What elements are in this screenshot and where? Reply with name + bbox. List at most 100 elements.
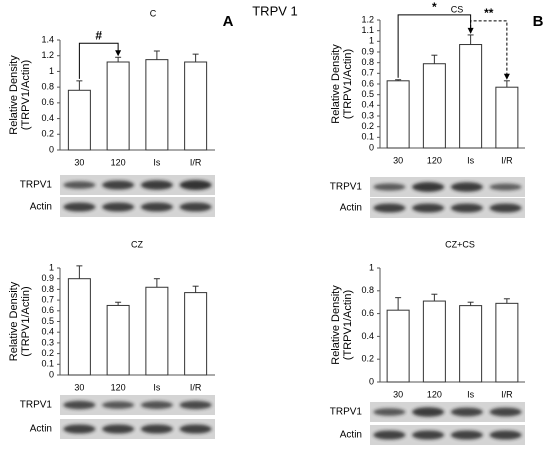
y-tick-label: 0.4 [41, 327, 54, 337]
y-tick-label: 1.1 [361, 25, 374, 35]
figure-title: TRPV 1 [252, 3, 298, 18]
blot-band [179, 202, 212, 212]
bar [184, 61, 208, 151]
y-tick-label: 0 [49, 144, 54, 154]
error-bar [192, 53, 199, 62]
y-tick-label: 0.3 [361, 110, 374, 120]
blot-label: TRPV1 [20, 400, 53, 411]
y-tick-label: 0.7 [41, 294, 54, 304]
blot-band [102, 180, 135, 190]
error-bar [192, 285, 199, 293]
blot-band [102, 401, 135, 409]
bar [422, 300, 446, 383]
blot-band [179, 424, 212, 434]
y-tick-label: 0.2 [41, 348, 54, 358]
x-tick-label: 30 [393, 389, 403, 399]
x-tick-label: Is [467, 155, 475, 165]
y-tick-label: 1 [49, 262, 54, 272]
significance-label: * [432, 0, 437, 14]
y-tick-label: 0.6 [361, 308, 374, 318]
bar [495, 302, 519, 383]
blot-band [412, 203, 445, 213]
error-bar [503, 298, 510, 304]
arrow-head [503, 73, 510, 80]
y-tick-label: 0.6 [41, 305, 54, 315]
x-tick-label: 30 [393, 155, 403, 165]
bar [459, 44, 483, 149]
y-tick-label: 0.6 [361, 78, 374, 88]
y-axis-label: (TRPV1/Actin) [342, 49, 354, 119]
blot-strip [60, 419, 215, 439]
y-tick-label: 0.6 [41, 97, 54, 107]
blot-strip [60, 197, 215, 217]
error-bar [153, 50, 160, 60]
significance-bracket [78, 42, 119, 79]
significance-bracket [470, 20, 508, 76]
error-bar [431, 54, 438, 64]
blot-band [63, 400, 96, 410]
error-bar [395, 297, 402, 311]
bar [422, 63, 446, 149]
blot-band [412, 430, 445, 440]
arrow-head [115, 50, 122, 57]
x-tick-label: Is [467, 389, 475, 399]
y-tick-label: 0 [369, 376, 374, 386]
y-axis-label: (TRPV1/Actin) [342, 290, 354, 360]
y-tick-label: 1 [369, 262, 374, 272]
bar [459, 305, 483, 383]
y-tick-label: 0.4 [361, 331, 374, 341]
bar [145, 59, 169, 151]
error-bar [503, 80, 510, 88]
x-tick-label: 120 [427, 155, 442, 165]
blot-band [140, 202, 173, 212]
blot-band [450, 203, 483, 213]
x-tick-label: I/R [501, 389, 513, 399]
blot-strip [370, 425, 525, 445]
bar [67, 278, 91, 376]
blot-band [140, 401, 173, 409]
x-tick-label: 30 [74, 382, 84, 392]
y-tick-label: 0.4 [41, 113, 54, 123]
blot-band [412, 407, 445, 417]
blot-band [140, 424, 173, 434]
x-tick-label: I/R [190, 157, 202, 167]
blot-band [373, 203, 406, 213]
error-bar [76, 80, 83, 91]
blot-strip [370, 177, 525, 197]
bar [495, 86, 519, 149]
chart-title: C [150, 8, 157, 18]
y-tick-label: 0.5 [361, 89, 374, 99]
blot-band [489, 203, 522, 213]
blot-band [450, 430, 483, 440]
error-bar [395, 79, 402, 81]
y-tick-label: 1.2 [361, 14, 374, 24]
blot-strip [60, 175, 215, 195]
error-bar [115, 301, 122, 306]
x-tick-label: 120 [427, 389, 442, 399]
y-tick-label: 0.1 [41, 359, 54, 369]
error-bar [76, 265, 83, 279]
error-bar [153, 278, 160, 288]
error-bar [467, 301, 474, 306]
chart-title: CS [451, 4, 464, 14]
x-tick-label: I/R [190, 382, 202, 392]
y-tick-label: 0.2 [361, 121, 374, 131]
y-tick-label: 1 [369, 36, 374, 46]
blot-band [450, 407, 483, 417]
y-tick-label: 0.7 [361, 68, 374, 78]
y-axis-label: Relative Density [330, 44, 342, 124]
bar [386, 80, 410, 149]
blot-band [179, 180, 212, 190]
y-tick-label: 0.8 [361, 57, 374, 67]
blot-band [489, 183, 522, 191]
blot-band [63, 181, 96, 189]
y-tick-label: 0.2 [361, 354, 374, 364]
x-tick-label: Is [153, 157, 161, 167]
y-tick-label: 0.8 [361, 285, 374, 295]
blot-band [373, 430, 406, 440]
blot-strip [60, 395, 215, 415]
y-tick-label: 0 [49, 369, 54, 379]
y-tick-label: 1.4 [41, 34, 54, 44]
y-tick-label: 1.2 [41, 50, 54, 60]
